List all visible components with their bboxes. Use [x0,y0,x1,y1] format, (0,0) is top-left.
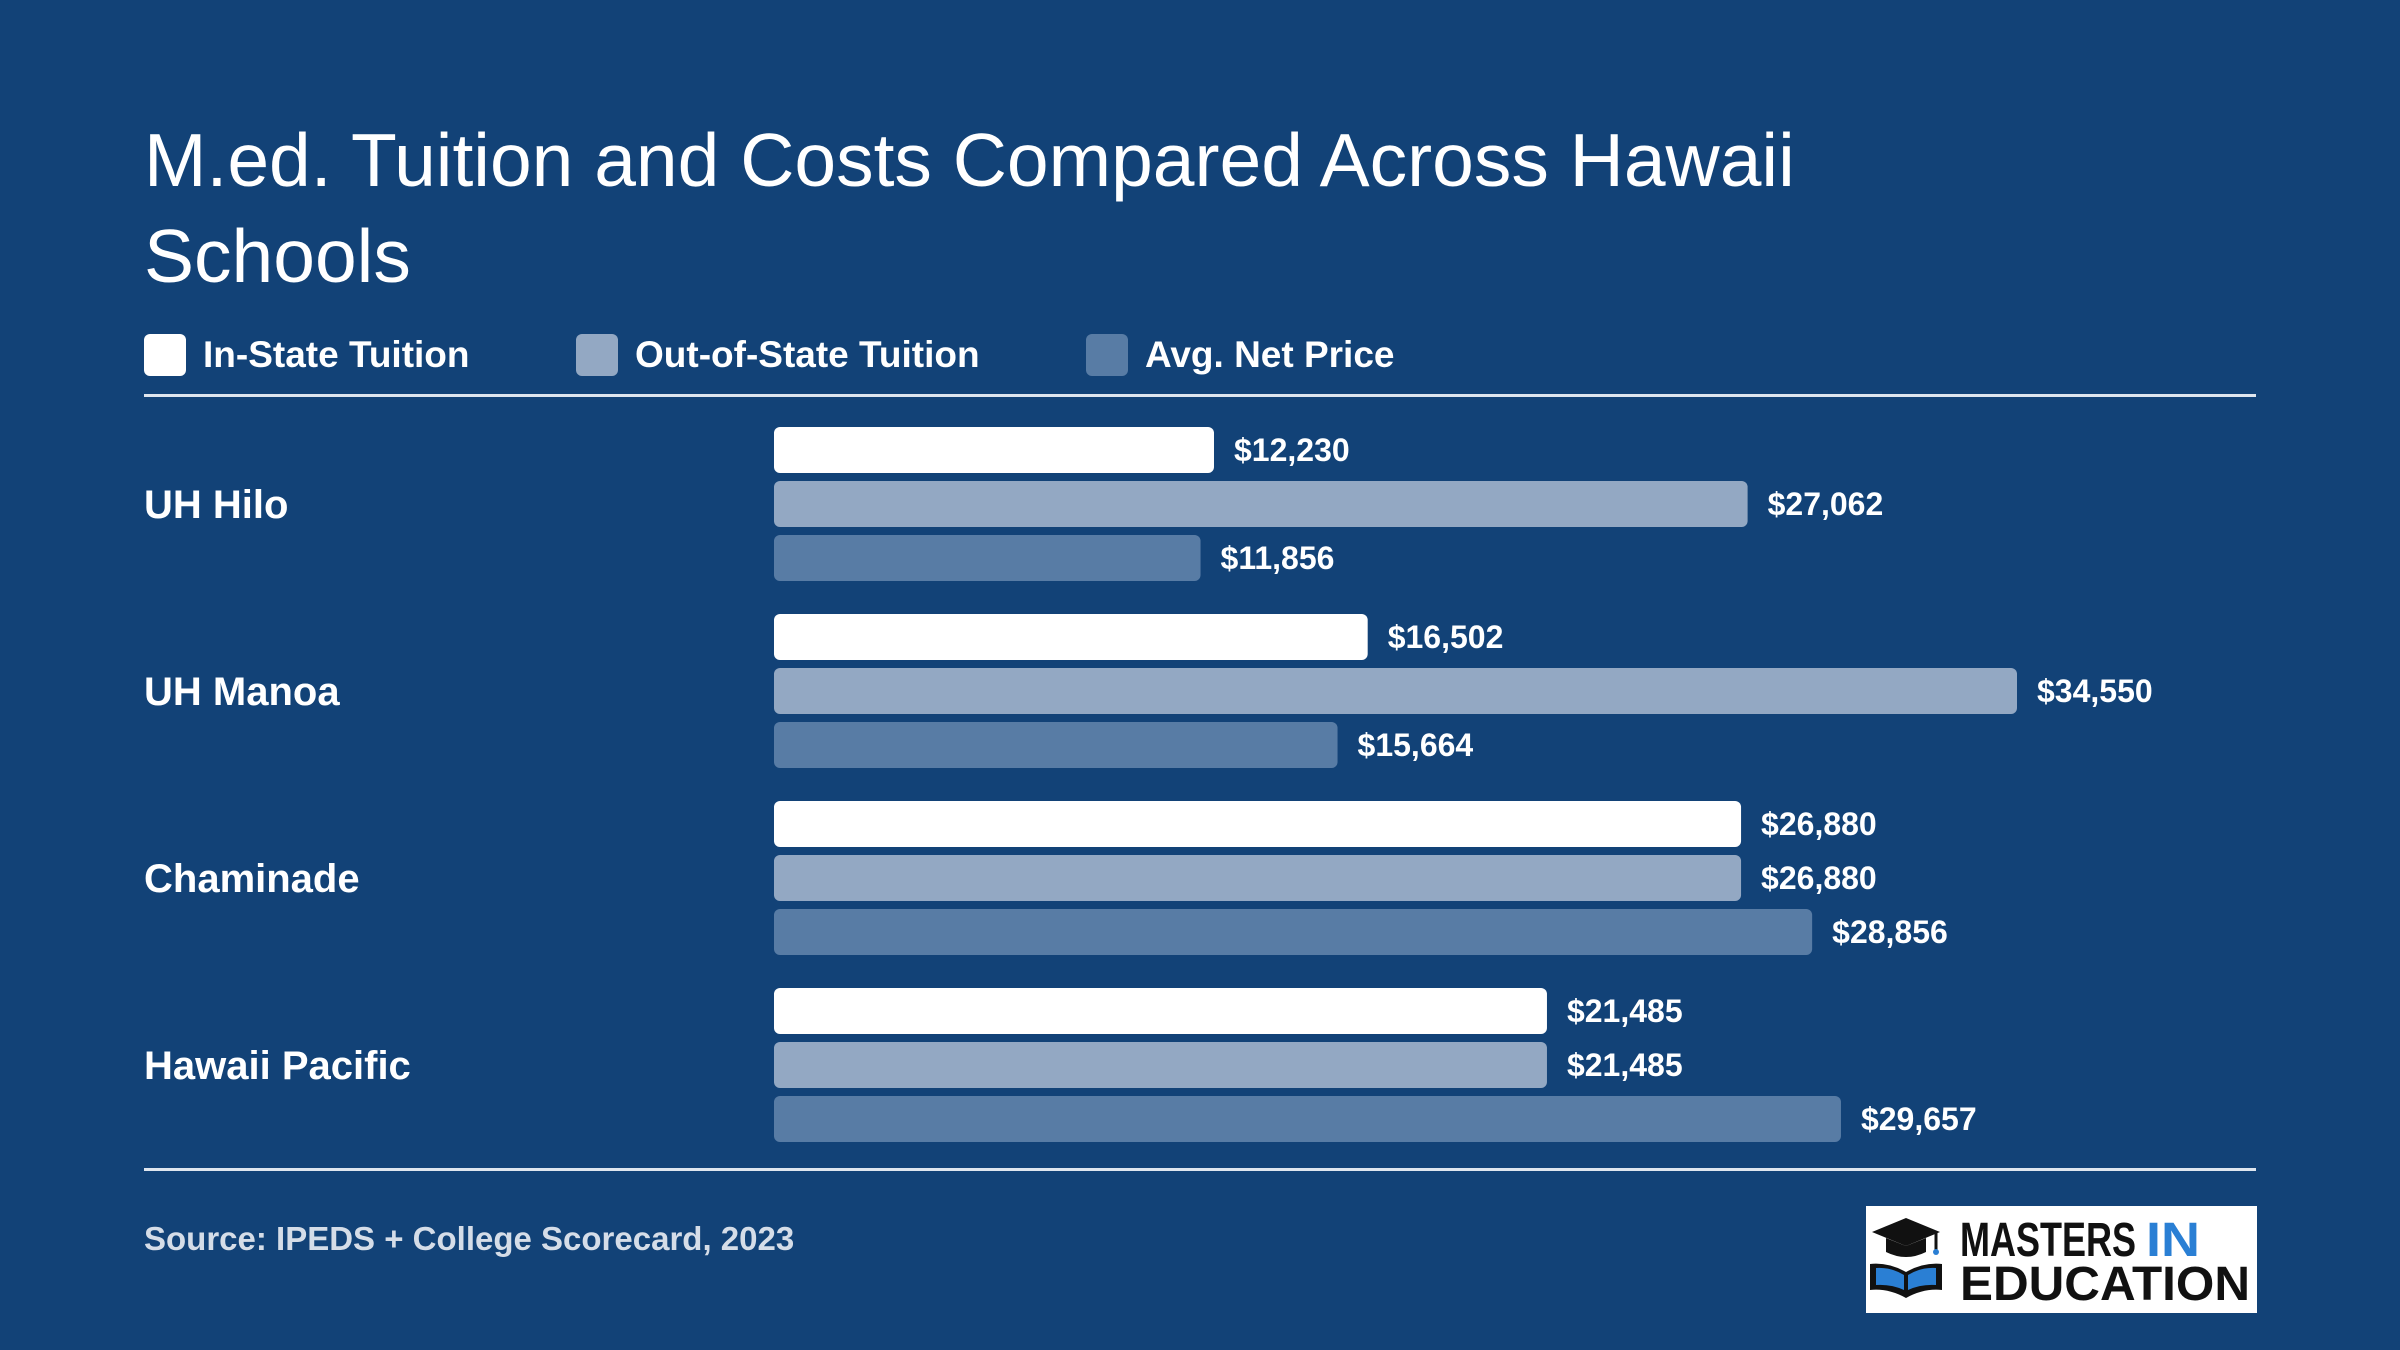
legend-item-out-of-state: Out-of-State Tuition [576,333,980,377]
data-label-chaminade-avg-net-price: $28,856 [1832,914,1948,950]
category-label-uh-manoa: UH Manoa [144,670,340,714]
logo-word-in: IN [2146,1214,2200,1267]
legend-label-net-price: Avg. Net Price [1145,334,1395,375]
bar-uh-manoa-in-state-tuition [774,614,1368,660]
data-label-chaminade-out-of-state-tuition: $26,880 [1761,860,1877,896]
category-label-chaminade: Chaminade [144,857,360,901]
data-label-uh-manoa-avg-net-price: $15,664 [1358,727,1474,763]
chart-title: M.ed. Tuition and Costs Compared Across … [144,118,1795,298]
category-label-uh-hilo: UH Hilo [144,483,288,527]
graduation-cap-book-icon: MASTERS IN EDUCATION [1870,1214,2250,1311]
data-label-uh-hilo-avg-net-price: $11,856 [1221,540,1335,576]
bar-hawaii-pacific-out-of-state-tuition [774,1042,1547,1088]
legend-swatch-net-price [1086,334,1128,376]
legend-swatch-in-state [144,334,186,376]
bar-chaminade-avg-net-price [774,909,1813,955]
top-divider [144,394,2256,397]
bar-uh-hilo-out-of-state-tuition [774,481,1748,527]
legend-label-out-of-state: Out-of-State Tuition [635,334,980,375]
bar-uh-hilo-in-state-tuition [774,427,1214,473]
legend-item-net-price: Avg. Net Price [1086,333,1395,377]
category-label-hawaii-pacific: Hawaii Pacific [144,1044,411,1088]
source-note: Source: IPEDS + College Scorecard, 2023 [144,1220,795,1257]
data-label-uh-manoa-in-state-tuition: $16,502 [1388,619,1504,655]
data-label-uh-manoa-out-of-state-tuition: $34,550 [2037,673,2153,709]
masters-in-education-logo: MASTERS IN EDUCATION [1866,1206,2257,1313]
bar-hawaii-pacific-in-state-tuition [774,988,1547,1034]
legend-item-in-state: In-State Tuition [144,333,470,377]
bar-chaminade-in-state-tuition [774,801,1742,847]
data-label-hawaii-pacific-out-of-state-tuition: $21,485 [1567,1047,1683,1083]
bar-uh-manoa-out-of-state-tuition [774,668,2017,714]
bottom-divider [144,1168,2256,1171]
bar-hawaii-pacific-avg-net-price [774,1096,1841,1142]
legend-label-in-state: In-State Tuition [203,334,470,375]
data-label-uh-hilo-out-of-state-tuition: $27,062 [1768,486,1884,522]
data-label-hawaii-pacific-avg-net-price: $29,657 [1861,1101,1977,1137]
logo-word-masters: MASTERS [1960,1214,2136,1267]
bar-chaminade-out-of-state-tuition [774,855,1742,901]
legend-swatch-out-of-state [576,334,618,376]
bar-uh-manoa-avg-net-price [774,722,1338,768]
data-label-hawaii-pacific-in-state-tuition: $21,485 [1567,993,1683,1029]
data-label-chaminade-in-state-tuition: $26,880 [1761,806,1877,842]
data-label-uh-hilo-in-state-tuition: $12,230 [1234,432,1350,468]
bar-uh-hilo-avg-net-price [774,535,1201,581]
logo-word-education: EDUCATION [1960,1258,2250,1311]
